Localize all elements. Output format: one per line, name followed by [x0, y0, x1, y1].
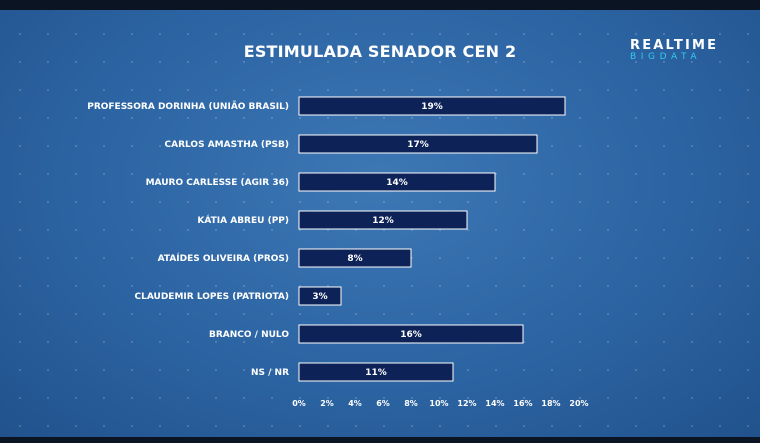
x-tick-label: 20%	[569, 399, 588, 408]
category-label: BRANCO / NULO	[209, 330, 289, 340]
bar-value-label: 3%	[312, 292, 327, 302]
category-label: NS / NR	[251, 368, 289, 378]
category-label: KÁTIA ABREU (PP)	[197, 214, 289, 226]
bar	[298, 172, 496, 192]
bar	[298, 210, 468, 230]
chart-title: ESTIMULADA SENADOR CEN 2	[243, 42, 517, 61]
bar	[298, 362, 454, 382]
x-tick-label: 8%	[404, 399, 418, 408]
bar-value-label: 16%	[400, 330, 422, 340]
x-tick-label: 0%	[292, 399, 306, 408]
bar	[298, 286, 342, 306]
category-label: ATAÍDES OLIVEIRA (PROS)	[158, 252, 289, 264]
logo-text-sub: BIGDATA	[630, 52, 702, 62]
top-frame-bar	[0, 0, 760, 10]
bar-value-label: 8%	[347, 254, 362, 264]
bar	[298, 134, 538, 154]
x-tick-label: 6%	[376, 399, 390, 408]
category-label: PROFESSORA DORINHA (UNIÃO BRASIL)	[87, 101, 289, 112]
bar	[298, 248, 412, 268]
x-tick-label: 10%	[429, 399, 448, 408]
x-tick-label: 12%	[457, 399, 476, 408]
bar-value-label: 14%	[386, 178, 408, 188]
x-tick-label: 4%	[348, 399, 362, 408]
bar-value-label: 19%	[421, 102, 443, 112]
category-label: CLAUDEMIR LOPES (PATRIOTA)	[135, 292, 290, 302]
bar-value-label: 11%	[365, 368, 387, 378]
bar-value-label: 12%	[372, 216, 394, 226]
bottom-frame-bar	[0, 437, 760, 443]
category-label: MAURO CARLESSE (AGIR 36)	[146, 178, 289, 188]
x-tick-label: 18%	[541, 399, 560, 408]
x-tick-label: 14%	[485, 399, 504, 408]
realtime-bigdata-logo: REALTIME BIGDATA	[630, 38, 719, 62]
bar	[298, 324, 524, 344]
logo-text-main: REALTIME	[630, 38, 719, 53]
x-tick-label: 16%	[513, 399, 532, 408]
x-tick-label: 2%	[320, 399, 334, 408]
category-label: CARLOS AMASTHA (PSB)	[165, 140, 289, 150]
bar	[298, 96, 566, 116]
bar-value-label: 17%	[407, 140, 429, 150]
